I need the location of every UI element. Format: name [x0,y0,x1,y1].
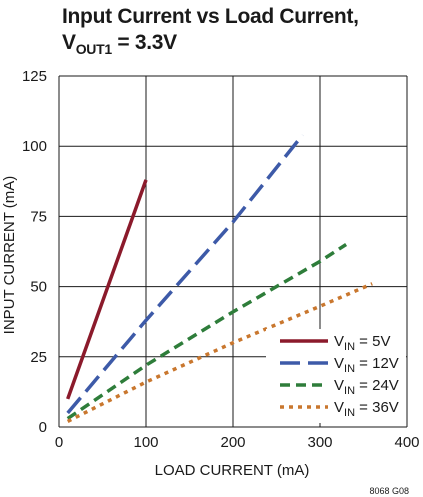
y-axis-label: INPUT CURRENT (mA) [1,176,18,335]
series-line [66,133,304,415]
x-tick-label: 400 [394,434,419,451]
title-v: V [62,31,76,54]
y-tick-label: 100 [22,138,47,155]
chart-title: Input Current vs Load Current, VOUT1 = 3… [62,4,359,62]
legend-label: VIN = 5V [334,333,390,353]
legend-label: VIN = 12V [334,355,399,375]
y-tick-label: 125 [22,68,47,85]
series-line [66,282,373,423]
series-line [66,179,148,400]
title-rest: = 3.3V [111,31,177,54]
tick-labels: 0 100 200 300 400 0 25 50 75 100 125 [22,68,420,451]
series-line [66,243,348,421]
x-tick-label: 200 [220,434,245,451]
x-tick-label: 300 [307,434,332,451]
y-tick-label: 0 [39,419,47,436]
x-tick-label: 0 [55,434,63,451]
y-tick-label: 50 [30,279,47,296]
title-line-1: Input Current vs Load Current, [62,5,359,28]
y-tick-label: 25 [30,349,47,366]
series-lines [66,133,373,423]
title-sub: OUT1 [75,41,112,57]
title-line-2: VOUT1 = 3.3V [62,30,359,62]
legend-label: VIN = 36V [334,399,399,419]
legend-label: VIN = 24V [334,377,399,397]
figure-number: 8068 G08 [369,486,409,496]
y-tick-label: 75 [30,208,47,225]
x-axis-label: LOAD CURRENT (mA) [155,462,310,479]
x-tick-label: 100 [133,434,158,451]
